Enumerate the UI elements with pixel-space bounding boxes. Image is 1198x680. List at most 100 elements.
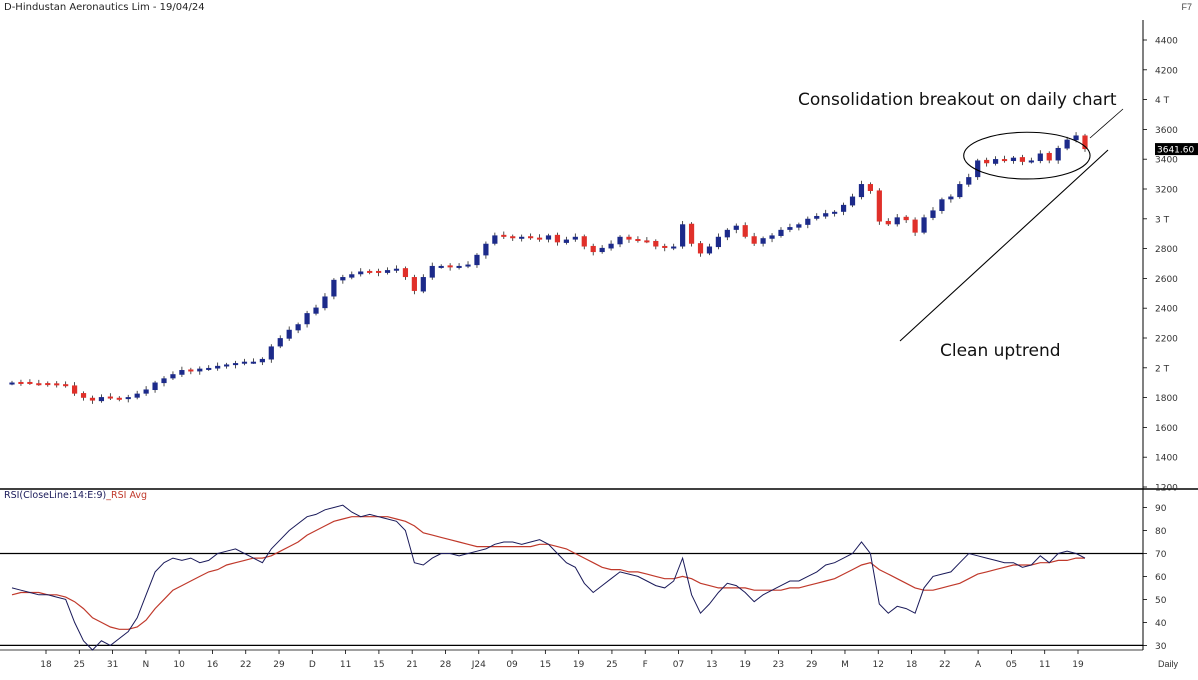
price-y-tick-label: 2200 (1155, 335, 1178, 345)
annotation-uptrend: Clean uptrend (940, 341, 1061, 361)
candle-body (1037, 153, 1043, 162)
rsi-avg-line (11, 516, 1085, 630)
candle-body (1028, 160, 1034, 163)
price-y-tick-label: 3 T (1155, 215, 1170, 225)
candle-body (331, 279, 337, 297)
candle-body (608, 243, 614, 249)
candle-body (71, 385, 78, 394)
candle-body (742, 225, 748, 237)
rsi-y-tick-label: 50 (1155, 596, 1167, 606)
candle-body (89, 397, 96, 401)
x-tick-label: 22 (939, 660, 950, 670)
candle-body (501, 234, 507, 237)
candle-body (796, 224, 802, 228)
candle-body (1055, 147, 1061, 161)
candle-body (268, 346, 274, 360)
consolidation-ellipse (963, 131, 1091, 180)
x-tick-label: D (309, 660, 316, 670)
candle-body (867, 184, 873, 191)
candle-body (134, 393, 140, 398)
candle-body (992, 159, 999, 164)
candle-body (107, 396, 113, 399)
candle-body (492, 235, 498, 244)
rsi-title-main: RSI(CloseLine:14:E:9) (4, 490, 107, 501)
candle-body (536, 237, 543, 240)
candle-body (760, 238, 766, 244)
price-y-tick-label: 4400 (1155, 37, 1178, 47)
candle-body (572, 236, 578, 240)
candle-body (63, 384, 69, 387)
candle-body (849, 196, 856, 206)
candle-body (286, 329, 292, 339)
candle-body (358, 271, 364, 275)
x-tick-label: M (841, 660, 849, 670)
candle-body (528, 236, 534, 239)
candle-body (671, 246, 677, 249)
candle-body (250, 361, 257, 364)
candle-body (483, 243, 489, 256)
rsi-y-tick-label: 40 (1155, 619, 1167, 629)
candle-body (912, 219, 918, 233)
candle-body (885, 220, 891, 225)
x-tick-label: 15 (373, 660, 384, 670)
x-tick-label: 19 (573, 660, 585, 670)
candle-body (376, 270, 382, 273)
x-tick-label: 23 (773, 660, 784, 670)
x-tick-label: 31 (107, 660, 118, 670)
candle-body (420, 277, 426, 292)
rsi-y-tick-label: 60 (1155, 573, 1167, 583)
candles-group (9, 132, 1088, 404)
corner-mark: F7 (1181, 2, 1192, 12)
x-tick-label: 25 (74, 660, 85, 670)
candle-body (697, 243, 704, 254)
price-y-tick-label: 4 T (1155, 96, 1170, 106)
x-tick-label: 22 (240, 660, 251, 670)
candle-body (465, 264, 471, 267)
price-y-tick-label: 2 T (1155, 364, 1170, 374)
x-tick-label: 19 (739, 660, 751, 670)
candle-body (939, 199, 945, 211)
candle-body (778, 229, 784, 236)
candle-body (215, 365, 221, 369)
rsi-y-tick-label: 30 (1155, 642, 1167, 652)
candle-body (1001, 159, 1008, 162)
price-y-tick-label: 4200 (1155, 66, 1178, 76)
x-tick-label: N (143, 660, 150, 670)
candle-body (170, 374, 176, 379)
x-tick-label: 11 (340, 660, 351, 670)
x-tick-label: 29 (273, 660, 285, 670)
candle-body (751, 236, 757, 244)
x-tick-label: 13 (706, 660, 717, 670)
price-y-tick-label: 3400 (1155, 156, 1178, 166)
candle-body (18, 381, 24, 384)
candle-body (98, 397, 105, 402)
x-tick-label: 15 (540, 660, 551, 670)
candle-body (894, 217, 900, 225)
chart-title: D-Hindustan Aeronautics Lim - 19/04/24 (4, 2, 205, 13)
candle-body (402, 268, 409, 278)
x-tick-label: 11 (1039, 660, 1050, 670)
last-price-label: 3641.60 (1157, 146, 1194, 156)
candle-body (367, 270, 373, 273)
price-y-tick-label: 2600 (1155, 275, 1178, 285)
candle-body (1046, 152, 1052, 161)
candle-body (241, 361, 248, 364)
candle-body (903, 216, 909, 221)
candle-body (984, 159, 990, 164)
candle-body (680, 224, 686, 247)
candle-body (125, 397, 131, 400)
candle-body (438, 265, 444, 268)
candle-body (322, 296, 328, 309)
rsi-panel-title: RSI(CloseLine:14:E:9)_RSI Avg (4, 490, 147, 501)
candle-body (304, 313, 310, 325)
candle-body (715, 236, 721, 248)
candle-body (688, 223, 695, 244)
price-y-tick-label: 2400 (1155, 305, 1178, 315)
price-y-tick-label: 3600 (1155, 126, 1178, 136)
uptrend-line (899, 149, 1109, 342)
candle-body (957, 184, 963, 198)
period-label: Daily (1158, 659, 1179, 669)
candle-body (143, 389, 149, 394)
price-y-tick-label: 1200 (1155, 484, 1178, 494)
candle-body (644, 240, 650, 243)
